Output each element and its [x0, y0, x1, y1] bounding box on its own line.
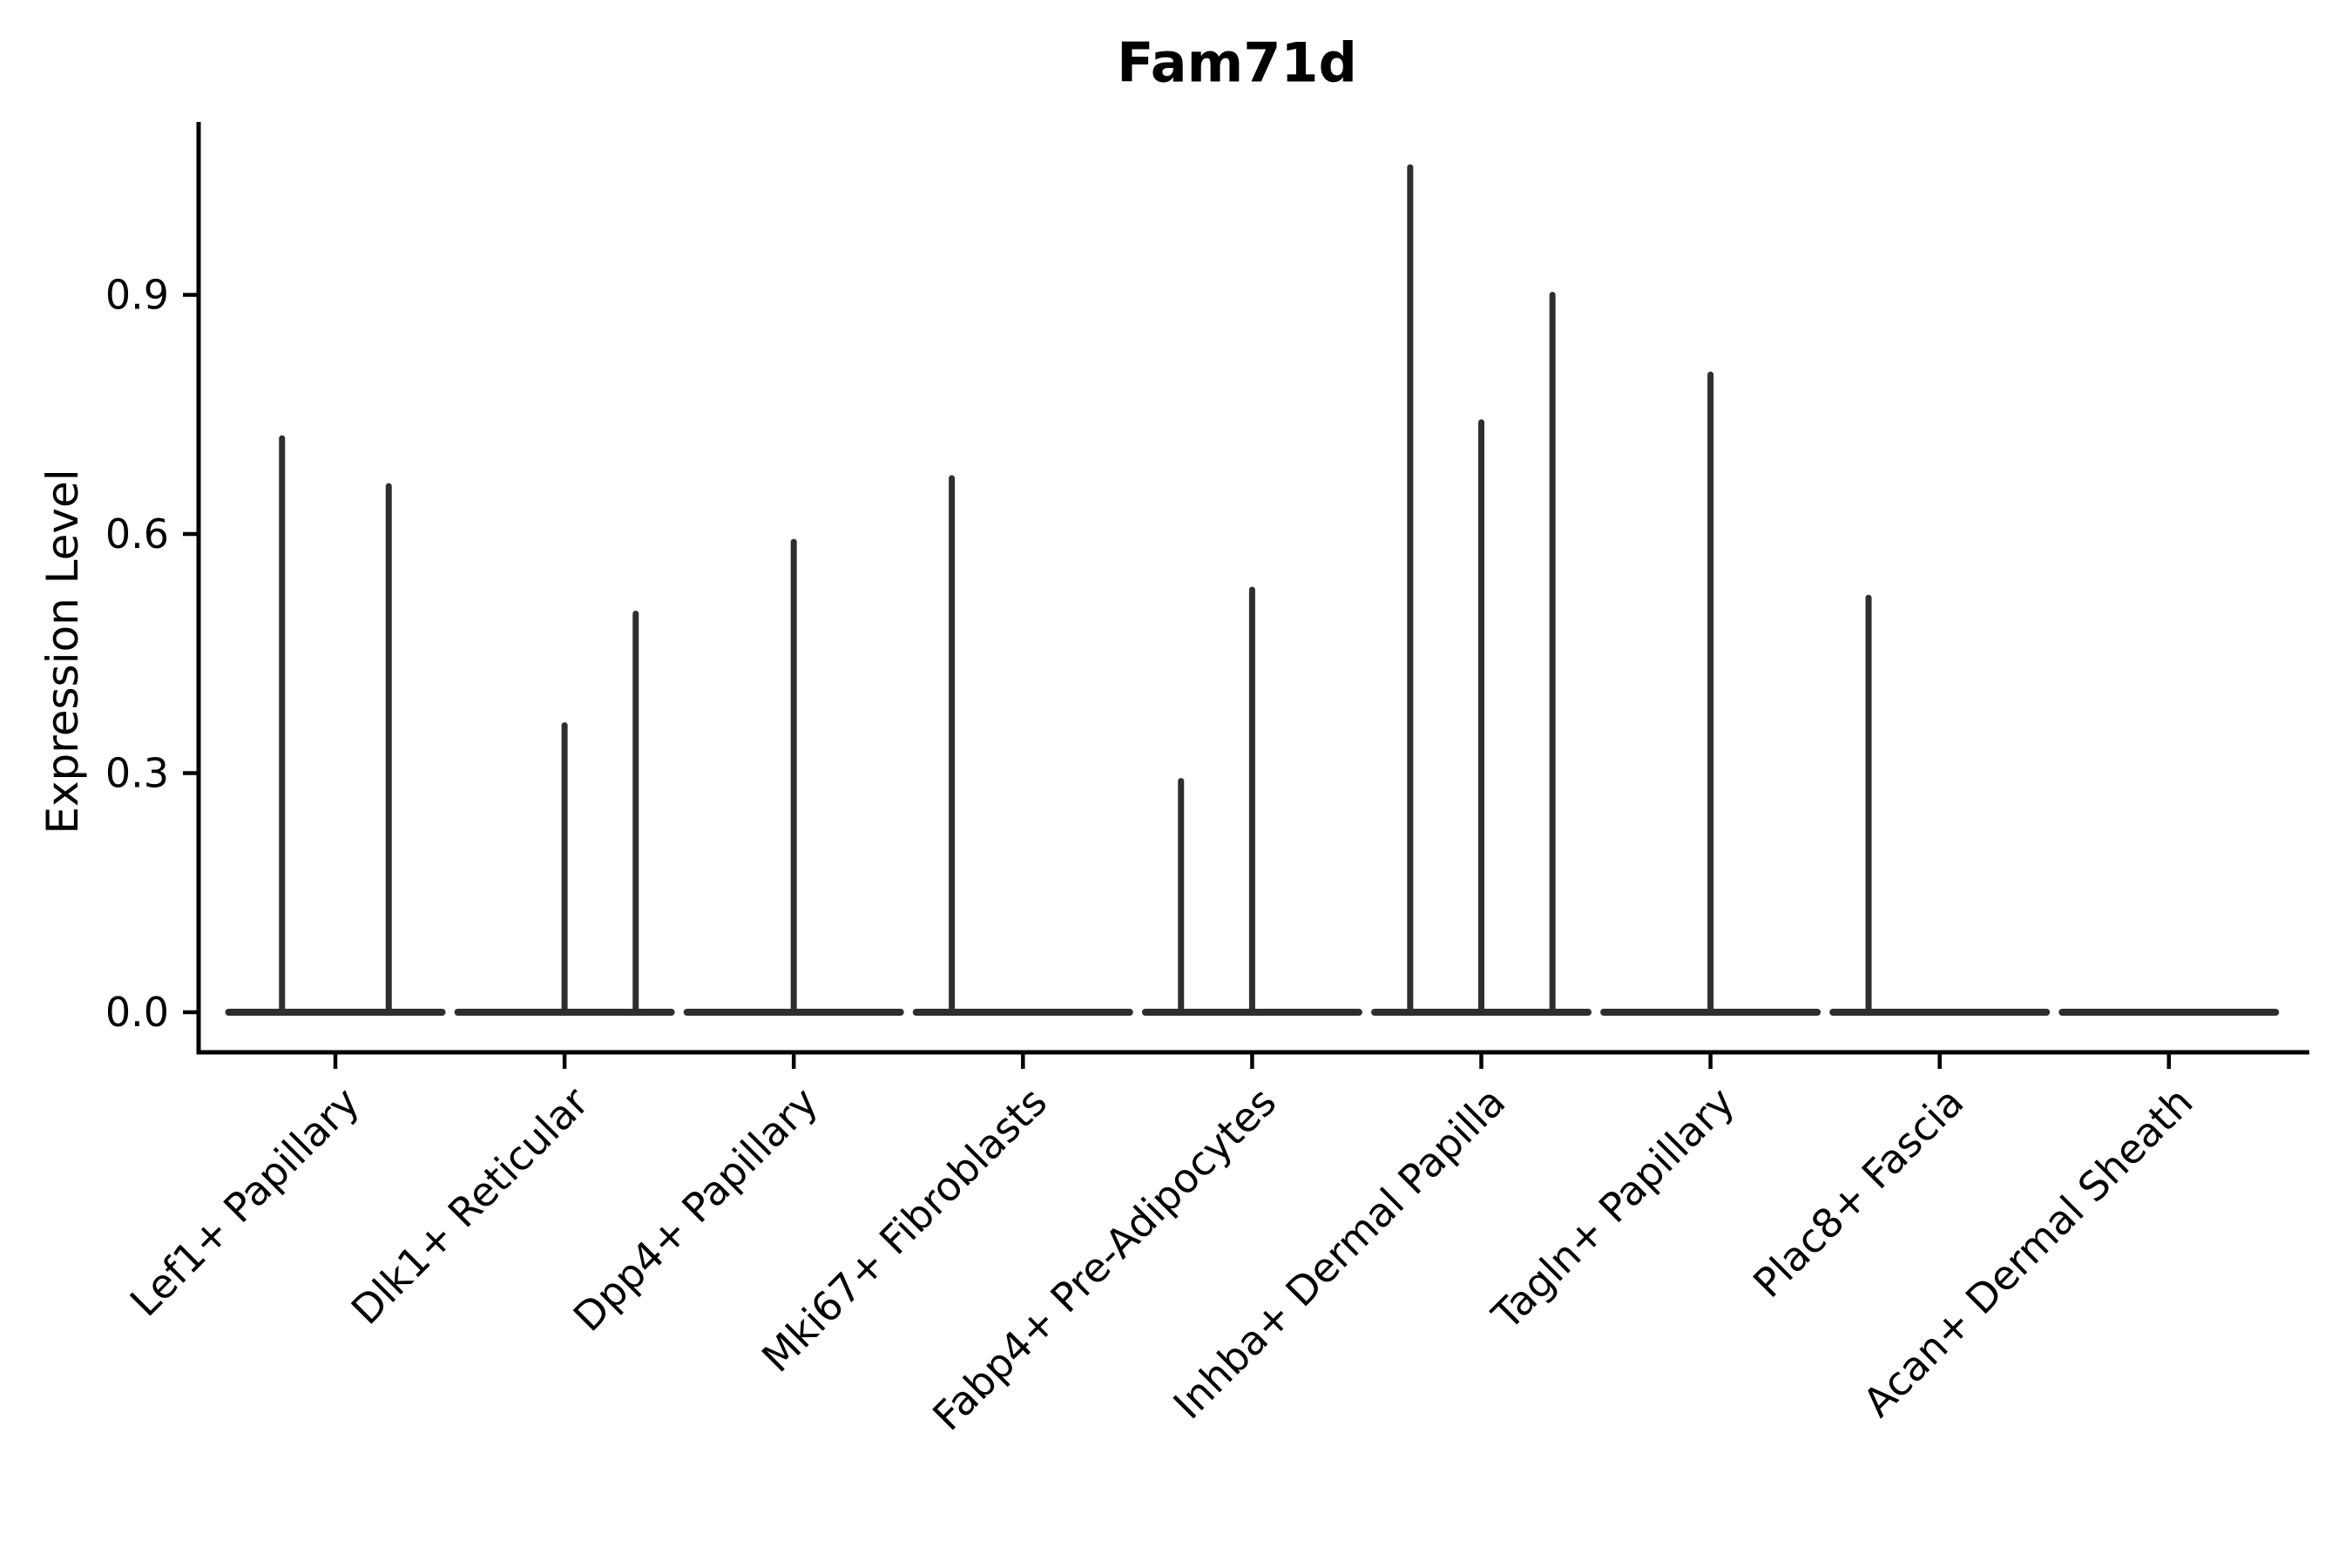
chart-title: Fam71d	[1117, 30, 1357, 95]
x-tick-label: Plac8+ Fascia	[1744, 1078, 1972, 1307]
y-tick-label: 0.9	[105, 272, 169, 319]
y-tick-label: 0.6	[105, 510, 169, 558]
x-tick-label: Lef1+ Papillary	[121, 1078, 368, 1326]
x-tick-label: Dlk1+ Reticular	[342, 1078, 598, 1334]
y-tick-label: 0.3	[105, 750, 169, 797]
x-tick-label: Dpp4+ Papillary	[564, 1078, 827, 1341]
x-tick-label: Tagln+ Papillary	[1483, 1078, 1744, 1340]
y-tick-label: 0.0	[105, 989, 169, 1036]
